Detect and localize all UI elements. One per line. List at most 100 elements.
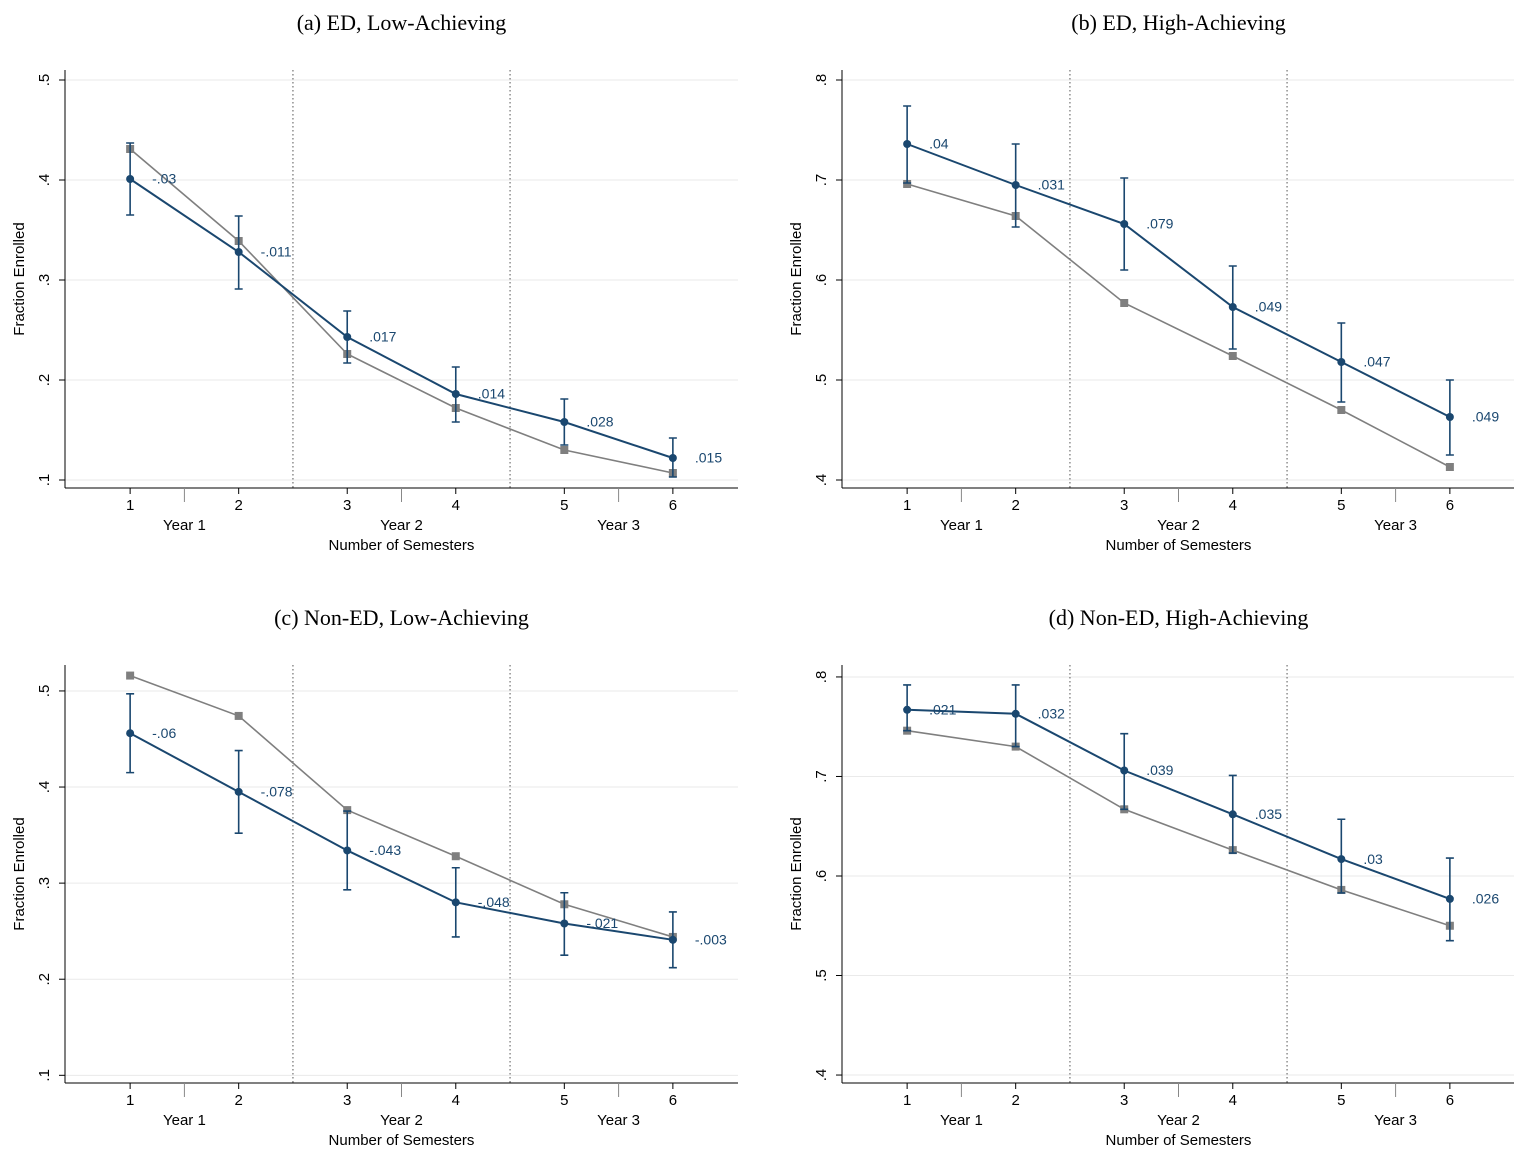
- x-axis-title: Number of Semesters: [329, 537, 475, 554]
- y-tick-label: .5: [36, 74, 53, 87]
- point: [234, 787, 243, 796]
- x-tick-label: 4: [452, 1092, 460, 1109]
- y-axis-title: Fraction Enrolled: [788, 222, 805, 335]
- data-label: .049: [1472, 409, 1499, 425]
- data-label: -.06: [152, 725, 176, 741]
- point: [1337, 855, 1346, 864]
- point: [1011, 181, 1020, 189]
- point: [343, 333, 352, 341]
- data-label: .028: [586, 414, 613, 430]
- panel: (a) ED, Low-Achieving .1 .2 .3 .4 .5 1 2 3 4 5 6 Yea…: [11, 10, 738, 554]
- point: [451, 898, 460, 907]
- x-tick-label: 4: [1229, 1092, 1237, 1109]
- data-label: .032: [1038, 705, 1065, 721]
- panel-title: (c) Non-ED, Low-Achieving: [274, 605, 529, 630]
- point: [1445, 463, 1454, 471]
- y-tick-label: .3: [36, 877, 53, 890]
- data-label: .047: [1363, 354, 1390, 370]
- point: [560, 919, 569, 928]
- y-axis-title: Fraction Enrolled: [11, 222, 28, 335]
- point: [903, 140, 912, 148]
- x-tick-label: 6: [669, 497, 677, 514]
- data-label: -.011: [261, 244, 292, 260]
- x-tick-label: 2: [1012, 497, 1020, 514]
- series-line: [129, 178, 674, 459]
- x-tick-label: 2: [1012, 1092, 1020, 1109]
- data-label: .039: [1146, 762, 1173, 778]
- y-tick-label: .5: [813, 374, 830, 387]
- data-label: .079: [1146, 216, 1173, 232]
- data-label: .021: [929, 701, 956, 717]
- x-tick-label: 4: [452, 497, 460, 514]
- point: [1445, 413, 1454, 421]
- data-label: .04: [929, 136, 949, 152]
- y-tick-label: .3: [36, 274, 53, 287]
- point: [1120, 766, 1129, 775]
- x-tick-label: 1: [126, 1092, 134, 1109]
- data-label: .031: [1038, 177, 1065, 193]
- year-label: Year 1: [163, 517, 206, 534]
- point: [451, 390, 460, 398]
- x-axis-title: Number of Semesters: [1106, 537, 1252, 554]
- point: [1337, 358, 1346, 366]
- y-axis-title: Fraction Enrolled: [788, 817, 805, 930]
- data-label: .03: [1363, 851, 1383, 867]
- year-label: Year 3: [1374, 1112, 1417, 1129]
- data-label: .014: [478, 386, 505, 402]
- panel-title: (b) ED, High-Achieving: [1071, 10, 1285, 35]
- panel: (d) Non-ED, High-Achieving .4 .5 .6 .7 .8 1 2 3 4…: [788, 605, 1514, 1149]
- x-tick-label: 4: [1229, 497, 1237, 514]
- panel: (b) ED, High-Achieving .4 .5 .6 .7 .8 1 2 3 4 5 6 Ye…: [788, 10, 1514, 554]
- point: [668, 935, 677, 944]
- y-tick-label: .4: [36, 781, 53, 794]
- data-label: .015: [695, 450, 722, 466]
- point: [1228, 303, 1237, 311]
- year-label: Year 2: [380, 517, 423, 534]
- point: [343, 846, 352, 855]
- y-axis-title: Fraction Enrolled: [11, 817, 28, 930]
- year-label: Year 3: [597, 1112, 640, 1129]
- series-line: [907, 729, 1451, 927]
- y-tick-label: .6: [813, 274, 830, 287]
- point: [560, 446, 569, 454]
- x-tick-label: 6: [669, 1092, 677, 1109]
- point: [451, 852, 460, 861]
- x-tick-label: 3: [343, 1092, 351, 1109]
- y-tick-label: .2: [36, 973, 53, 986]
- series-line: [907, 708, 1451, 900]
- point: [126, 729, 135, 738]
- x-tick-label: 1: [903, 1092, 911, 1109]
- y-tick-label: .1: [36, 474, 53, 487]
- point: [1228, 352, 1237, 360]
- x-tick-label: 3: [343, 497, 351, 514]
- data-label: .026: [1472, 891, 1499, 907]
- x-tick-label: 3: [1120, 497, 1128, 514]
- y-tick-label: .8: [813, 74, 830, 87]
- point: [1228, 810, 1237, 819]
- panel-title: (a) ED, Low-Achieving: [297, 10, 507, 35]
- year-label: Year 3: [597, 517, 640, 534]
- data-label: .049: [1255, 299, 1282, 315]
- point: [126, 175, 135, 183]
- x-axis-title: Number of Semesters: [329, 1132, 475, 1149]
- panel-title: (d) Non-ED, High-Achieving: [1049, 605, 1309, 630]
- point: [903, 180, 912, 188]
- y-tick-label: .6: [813, 870, 830, 883]
- series-line: [906, 143, 1451, 418]
- x-tick-label: 3: [1120, 1092, 1128, 1109]
- data-label: .017: [369, 329, 396, 345]
- y-tick-label: .5: [36, 685, 53, 698]
- y-tick-label: .5: [813, 969, 830, 982]
- year-label: Year 1: [940, 1112, 983, 1129]
- y-tick-label: .7: [813, 174, 830, 187]
- year-label: Year 1: [163, 1112, 206, 1129]
- x-tick-label: 5: [1337, 497, 1345, 514]
- point: [126, 671, 135, 680]
- point: [1445, 894, 1454, 903]
- x-tick-label: 6: [1446, 1092, 1454, 1109]
- series-line: [906, 183, 1451, 468]
- point: [1337, 406, 1346, 414]
- point: [343, 806, 352, 815]
- point: [1120, 299, 1129, 307]
